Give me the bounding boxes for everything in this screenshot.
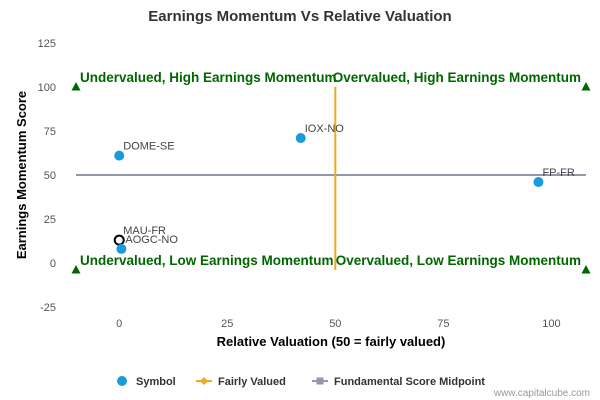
corner-triangle-marker	[71, 265, 81, 274]
quadrant-label: Undervalued, Low Earnings Momentum	[80, 253, 334, 268]
data-point	[116, 243, 127, 254]
quadrant-label: Undervalued, High Earnings Momentum	[80, 70, 337, 85]
corner-triangle-marker	[581, 82, 591, 91]
x-axis-title: Relative Valuation (50 = fairly valued)	[217, 334, 446, 349]
data-point-label: DOME-SE	[123, 141, 174, 153]
credit-text: www.capitalcube.com	[493, 388, 590, 399]
y-tick-label: 75	[44, 126, 56, 138]
data-point	[533, 177, 544, 188]
data-point-label: FP-FR	[542, 167, 574, 179]
y-tick-label: 125	[38, 38, 56, 50]
y-tick-label: 100	[38, 82, 56, 94]
corner-triangle-marker	[581, 265, 591, 274]
quadrant-labels: Undervalued, High Earnings MomentumOverv…	[80, 70, 581, 268]
quadrant-label: Overvalued, High Earnings Momentum	[333, 70, 581, 85]
legend-label: Fundamental Score Midpoint	[334, 376, 485, 388]
legend-label: Symbol	[136, 376, 176, 388]
y-axis-title: Earnings Momentum Score	[14, 91, 29, 259]
quadrant-label: Overvalued, Low Earnings Momentum	[336, 253, 581, 268]
x-tick-label: 25	[221, 318, 233, 330]
data-point	[114, 150, 125, 161]
x-tick-label: 75	[437, 318, 449, 330]
legend: Symbol Fairly Valued Fundamental Score Mid…	[117, 376, 485, 388]
legend-diamond-icon	[200, 377, 208, 385]
x-tick-label: 0	[116, 318, 122, 330]
y-tick-label: 50	[44, 170, 56, 182]
corner-markers	[71, 82, 591, 274]
y-tick-label: 0	[50, 258, 56, 270]
legend-square-icon	[316, 377, 324, 385]
x-axis-ticks: 0 25 50 75 100	[116, 318, 560, 330]
chart-title: Earnings Momentum Vs Relative Valuation	[148, 8, 451, 25]
data-point-label: AOGC-NO	[125, 234, 178, 246]
data-point-label: IOX-NO	[305, 123, 345, 135]
x-tick-label: 100	[542, 318, 560, 330]
data-point	[295, 133, 306, 144]
x-tick-label: 50	[329, 318, 341, 330]
legend-symbol-dot	[117, 376, 127, 386]
y-axis-ticks: -25 0 25 50 75 100 125	[38, 38, 56, 314]
corner-triangle-marker	[71, 82, 81, 91]
legend-label: Fairly Valued	[218, 376, 286, 388]
data-point-label: MAU-FR	[123, 225, 166, 237]
y-tick-label: -25	[40, 302, 56, 314]
y-tick-label: 25	[44, 214, 56, 226]
